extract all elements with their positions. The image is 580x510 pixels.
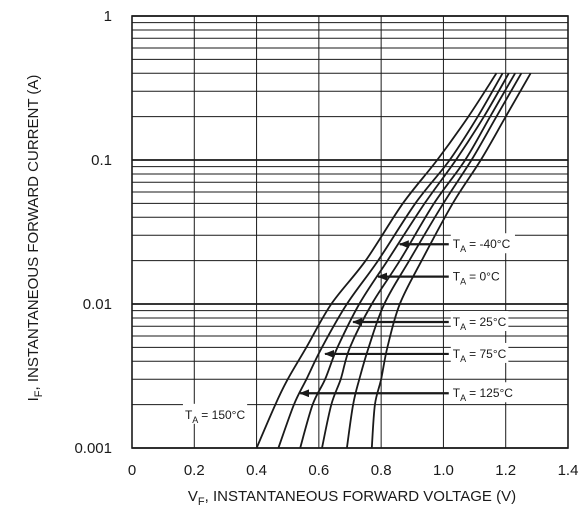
x-tick-label: 0 <box>128 462 136 479</box>
annotation-bg <box>450 233 515 254</box>
y-tick-label: 0.001 <box>74 440 112 457</box>
tick-labels: 0 0.2 0.4 0.6 0.8 1.0 1.2 1.4 0.001 0.01 0.1 1 <box>74 8 578 479</box>
annotation-bg <box>450 265 502 286</box>
x-tick-label: 1.2 <box>495 462 516 479</box>
y-axis-label: IF, INSTANTANEOUS FORWARD CURRENT (A) <box>25 75 45 402</box>
series-line-5 <box>370 72 532 449</box>
annotation-label: TA = 75°C <box>453 347 507 364</box>
grid <box>131 15 569 449</box>
x-tick-label: 0.8 <box>371 462 392 479</box>
series-line-0 <box>255 72 498 449</box>
plot-frame <box>131 15 569 449</box>
y-tick-label: 1 <box>104 8 112 25</box>
annotation-label: TA = -40°C <box>453 237 511 254</box>
y-tick-label: 0.1 <box>91 152 112 169</box>
y-tick-label: 0.01 <box>83 296 112 313</box>
series-line-2 <box>299 72 510 449</box>
x-axis-label: VF, INSTANTANEOUS FORWARD VOLTAGE (V) <box>188 488 516 508</box>
annotation-bg <box>182 403 248 424</box>
x-tick-label: 1.0 <box>433 462 454 479</box>
x-tick-label: 1.4 <box>558 462 579 479</box>
x-tick-label: 0.2 <box>184 462 205 479</box>
annotation-label: TA = 150°C <box>185 408 246 425</box>
annotations: TA = -40°C TA = 0°C TA = 25°C TA = 75°C TA = 125°… <box>182 233 515 425</box>
annotation-bg <box>450 310 509 331</box>
x-tick-label: 0.4 <box>246 462 267 479</box>
annotation-label: TA = 125°C <box>453 386 514 403</box>
plot-area <box>132 16 568 448</box>
annotation-bg <box>450 342 509 363</box>
series-line-4 <box>346 72 523 449</box>
annotation-label: TA = 25°C <box>453 315 507 332</box>
annotation-label: TA = 0°C <box>453 270 500 287</box>
x-tick-label: 0.6 <box>308 462 329 479</box>
annotation-bg <box>450 382 515 403</box>
